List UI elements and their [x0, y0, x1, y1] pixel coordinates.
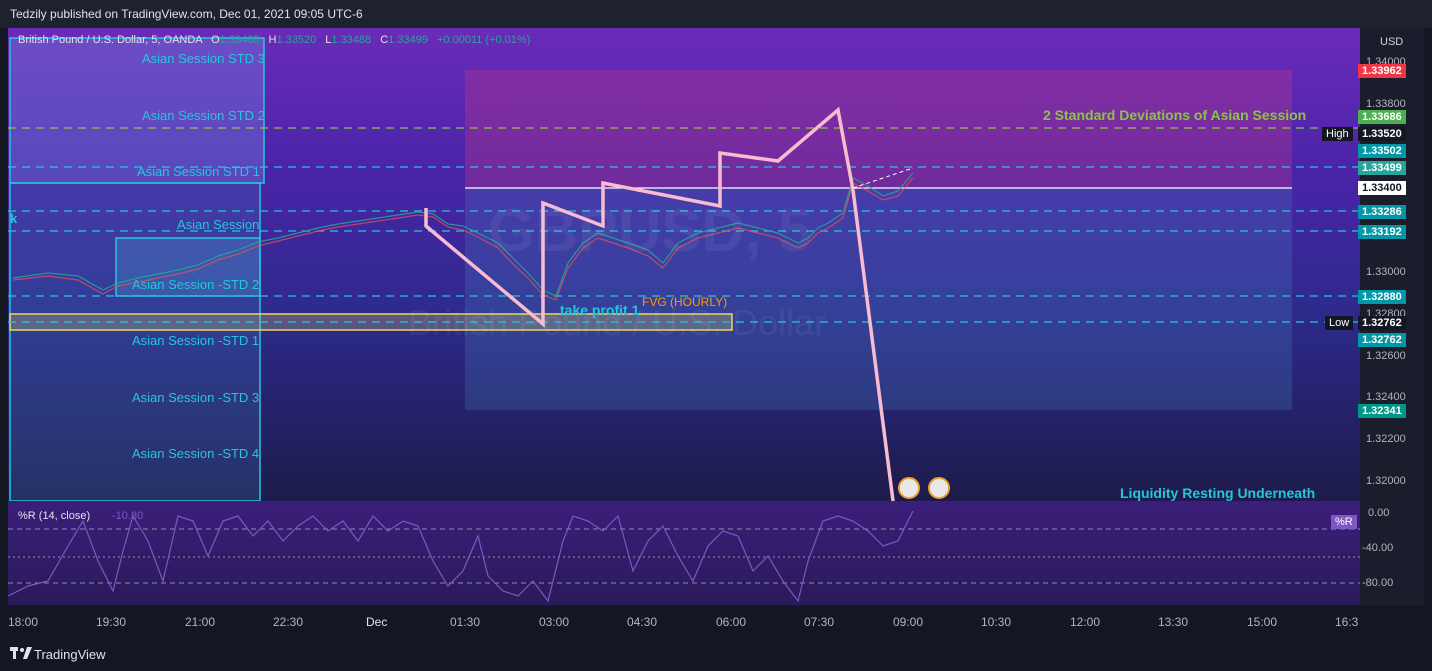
price-tick: 1.33800	[1366, 98, 1406, 110]
label-liquidity: Liquidity Resting Underneath	[1120, 485, 1316, 501]
price-tag-session: 1.33286	[1358, 205, 1406, 219]
osc-tick: -40.00	[1362, 542, 1394, 554]
osc-label[interactable]: %R (14, close)	[18, 510, 91, 522]
projection-arrow	[852, 167, 914, 189]
high-value: 1.33520	[276, 34, 317, 46]
time-tick: 07:30	[804, 615, 835, 629]
label-std3: Asian Session STD 3	[142, 51, 265, 66]
oscillator-canvas	[8, 510, 1360, 603]
time-tick: 10:30	[981, 615, 1012, 629]
price-tick: 1.32200	[1366, 433, 1406, 445]
time-tick: 21:00	[185, 615, 216, 629]
us-flag-event-icon-2[interactable]	[928, 477, 950, 499]
time-axis[interactable]: 18:00 19:30 21:00 22:30 Dec 01:30 03:00 …	[0, 605, 1432, 637]
osc-axis[interactable]: 0.00 -40.00 -80.00	[1360, 501, 1424, 605]
time-tick: 22:30	[273, 615, 304, 629]
osc-tag: %R	[1331, 515, 1357, 529]
time-tick: 12:00	[1070, 615, 1101, 629]
time-tick: 09:00	[893, 615, 924, 629]
osc-tick: -80.00	[1362, 577, 1394, 589]
publish-info: Tedzily published on TradingView.com, De…	[10, 7, 363, 21]
watermark-name: British Pound / U.S. Dollar	[408, 302, 827, 343]
session-std-box-upper	[9, 37, 265, 184]
osc-tick: 0.00	[1368, 507, 1390, 519]
open-value: 1.33488	[219, 34, 260, 46]
watermark-ticker: GBPUSD, 5	[488, 197, 812, 264]
price-tag-high: 1.33520	[1358, 127, 1406, 141]
price-tag-low-2: 1.32762	[1358, 333, 1406, 347]
chart-canvas[interactable]	[8, 28, 1360, 501]
osc-value: -10.80	[112, 510, 144, 522]
tradingview-logo-icon	[10, 647, 32, 659]
projection-zigzag	[424, 106, 895, 501]
time-tick: 04:30	[627, 615, 658, 629]
label-mstd1: Asian Session -STD 1	[132, 333, 260, 348]
time-tick: 06:00	[716, 615, 747, 629]
symbol-info[interactable]: British Pound / U.S. Dollar, 5, OANDA O1…	[18, 34, 530, 46]
label-std1: Asian Session STD 1	[137, 164, 260, 179]
label-mstd2: Asian Session -STD 2	[132, 277, 260, 292]
label-take-profit: take profit 1	[560, 302, 640, 318]
williams-r-pane[interactable]: %R (14, close) -10.80	[8, 501, 1360, 605]
low-value: 1.33488	[331, 34, 372, 46]
price-tag-session-2: 1.33192	[1358, 225, 1406, 239]
candles	[12, 172, 914, 301]
label-fvg: FVG (HOURLY)	[642, 295, 728, 309]
symbol-name[interactable]: British Pound / U.S. Dollar, 5, OANDA	[18, 34, 203, 46]
high-side-label: High	[1322, 127, 1353, 141]
price-tag-upper-box: 1.33962	[1358, 64, 1406, 78]
price-tag-mstd1: 1.32880	[1358, 290, 1406, 304]
close-value: 1.33499	[388, 34, 428, 46]
price-tag-last: 1.33499	[1358, 161, 1406, 175]
price-tick: 1.32400	[1366, 391, 1406, 403]
price-tag-two-std: 1.33686	[1358, 110, 1406, 124]
price-tick: 1.32000	[1366, 475, 1406, 487]
footer: TradingView	[0, 637, 1432, 671]
footer-brand: TradingView	[34, 647, 106, 662]
williams-r-line	[8, 510, 914, 603]
price-tag-lower-box: 1.32341	[1358, 404, 1406, 418]
price-tick: 1.33000	[1366, 266, 1406, 278]
low-label: L	[325, 34, 332, 46]
high-label: H	[268, 34, 277, 46]
currency-label: USD	[1380, 36, 1404, 48]
price-tick: 1.32600	[1366, 350, 1406, 362]
main-chart-pane[interactable]: GBPUSD, 5 British Pound / U.S. Dollar Br…	[8, 28, 1360, 501]
change-value: +0.00011 (+0.01%)	[437, 34, 531, 46]
time-tick: 19:30	[96, 615, 127, 629]
price-tag-std1: 1.33502	[1358, 144, 1406, 158]
price-tag-low: 1.32762	[1358, 316, 1406, 330]
price-tag-level: 1.33400	[1358, 181, 1406, 195]
time-tick: 16:3	[1335, 615, 1359, 629]
label-std2: Asian Session STD 2	[142, 108, 265, 123]
time-tick: 03:00	[539, 615, 570, 629]
label-k: k	[10, 211, 18, 226]
label-two-std: 2 Standard Deviations of Asian Session	[1043, 107, 1307, 123]
close-label: C	[380, 34, 389, 46]
price-axis[interactable]: USD 1.34000 1.33800 1.33000 1.32800 1.32…	[1358, 28, 1424, 501]
session-std-box-lower	[9, 182, 261, 501]
label-session: Asian Session	[177, 217, 260, 232]
us-flag-event-icon[interactable]	[898, 477, 920, 499]
time-tick: 15:00	[1247, 615, 1278, 629]
time-tick: 01:30	[450, 615, 481, 629]
time-tick: 13:30	[1158, 615, 1189, 629]
label-mstd4: Asian Session -STD 4	[132, 446, 260, 461]
open-label: O	[211, 34, 220, 46]
time-tick: Dec	[366, 615, 388, 629]
publish-bar: Tedzily published on TradingView.com, De…	[0, 0, 1432, 28]
label-mstd3: Asian Session -STD 3	[132, 390, 260, 405]
low-side-label: Low	[1325, 316, 1354, 330]
time-tick: 18:00	[8, 615, 39, 629]
